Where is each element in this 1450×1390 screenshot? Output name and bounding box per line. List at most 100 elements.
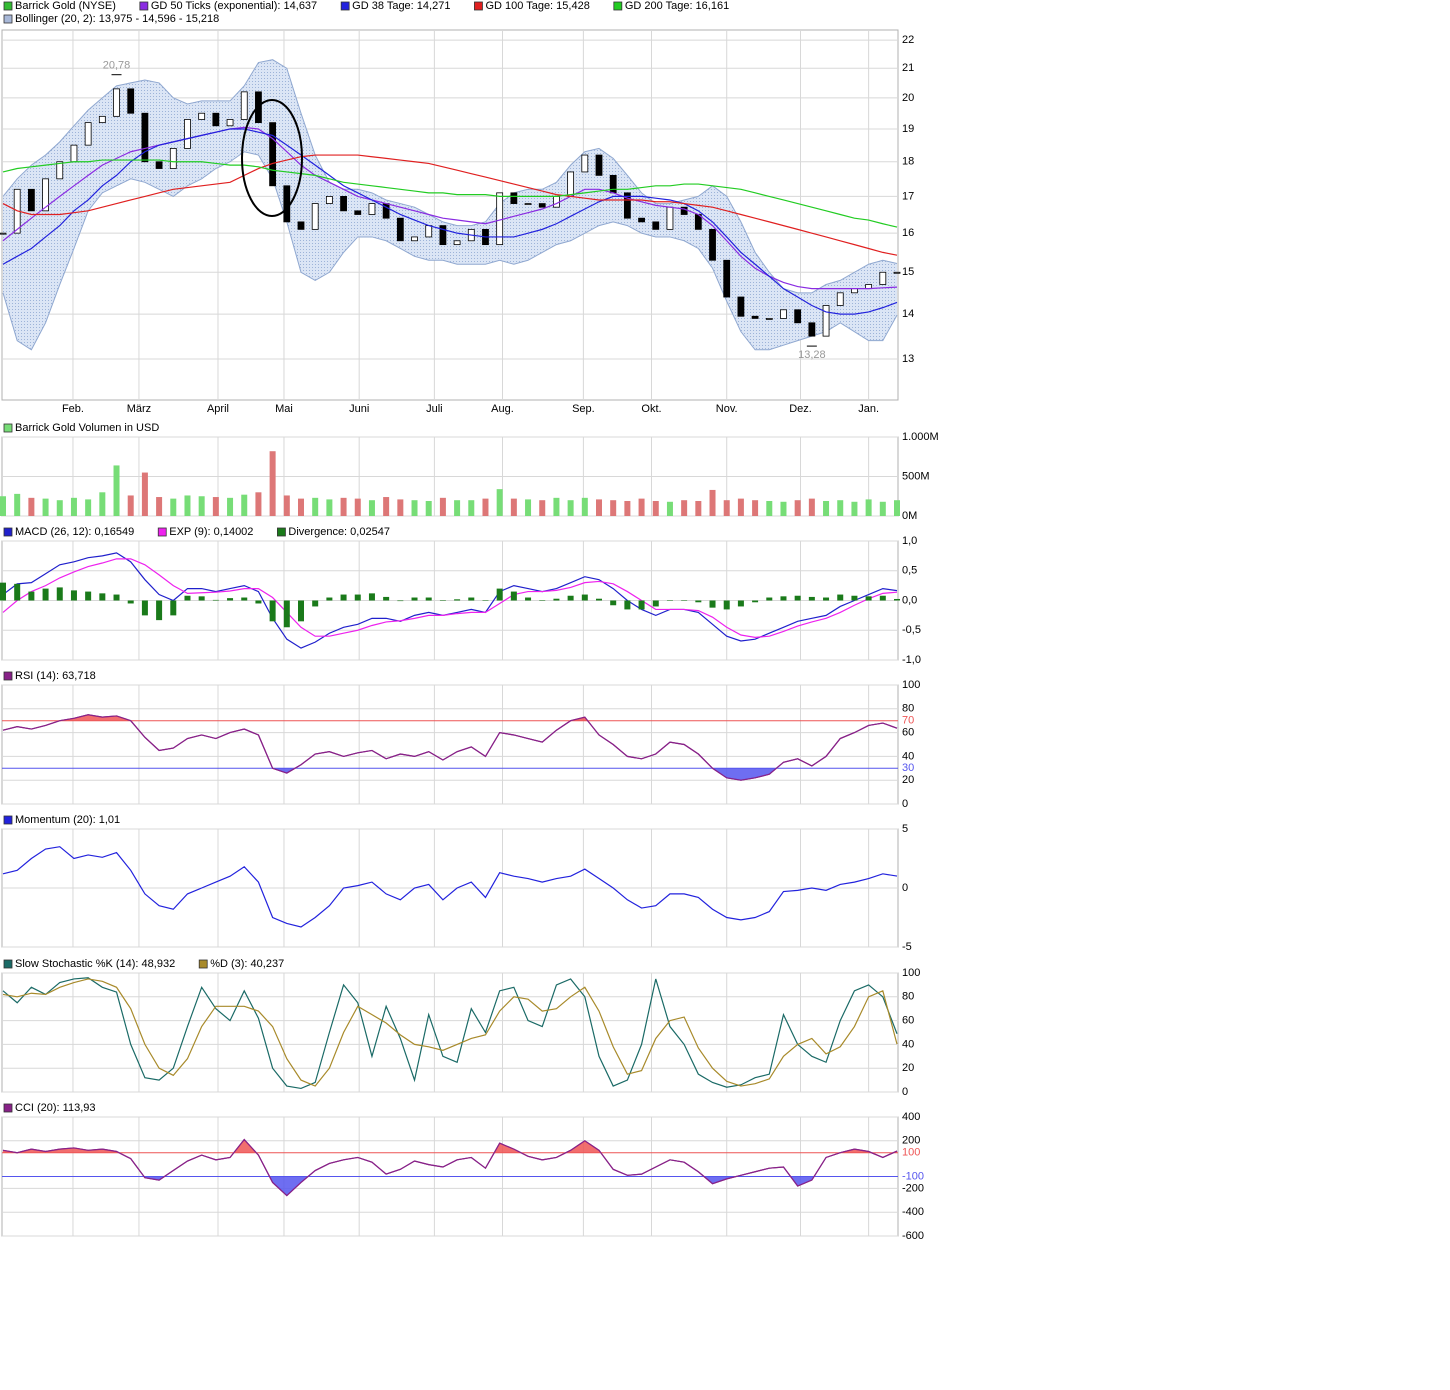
divergence-bar — [766, 597, 773, 601]
y-tick-label: 19 — [902, 123, 914, 135]
legend-label: GD 100 Tage: 15,428 — [485, 0, 589, 12]
candle-body — [396, 217, 404, 242]
divergence-bar — [681, 600, 688, 601]
candle-body — [638, 217, 645, 223]
divergence-bar — [99, 593, 106, 601]
x-tick-label: Juni — [349, 403, 369, 415]
reference-label: 100 — [902, 1147, 920, 1159]
x-tick-label: März — [127, 403, 151, 415]
divergence-bar — [737, 600, 744, 607]
volume-bar — [666, 501, 673, 516]
candle-body — [84, 122, 92, 146]
candle-body — [141, 112, 149, 163]
divergence-bar — [425, 597, 432, 601]
volume-bar — [326, 499, 333, 516]
y-tick-label: 0M — [902, 510, 917, 522]
x-tick-label: Dez. — [789, 403, 812, 415]
divergence-bar — [56, 587, 63, 601]
candle-body — [212, 112, 220, 127]
volume-bar — [127, 495, 134, 516]
volume-bar — [709, 489, 716, 516]
volume-bar — [383, 497, 390, 516]
divergence-bar — [397, 600, 404, 602]
volume-bar — [624, 500, 631, 516]
candle-body — [780, 309, 787, 319]
y-tick-label: -400 — [902, 1206, 924, 1218]
divergence-bar — [823, 597, 830, 601]
divergence-bar — [198, 596, 205, 601]
volume-bar — [113, 465, 120, 516]
volume-bar — [14, 493, 21, 516]
divergence-bar — [837, 594, 844, 601]
volume-bar — [596, 499, 602, 516]
divergence-bar — [326, 597, 333, 601]
bollinger-lower — [2, 151, 898, 351]
divergence-bar — [141, 600, 148, 616]
y-tick-label: 22 — [902, 34, 914, 46]
candle-body — [623, 192, 631, 219]
legend-label: Bollinger (20, 2): 13,975 - 14,596 - 15,… — [15, 13, 219, 25]
volume-bar — [723, 500, 730, 516]
candle-body — [368, 203, 376, 215]
legend-swatch — [3, 1, 13, 11]
divergence-bar — [596, 598, 602, 601]
y-tick-label: -0,5 — [902, 624, 921, 636]
candle-body — [70, 144, 78, 163]
divergence-bar — [28, 591, 35, 601]
volume-bar — [227, 497, 234, 516]
y-tick-label: 20 — [902, 92, 914, 104]
legend-label: Slow Stochastic %K (14): 48,932 — [15, 958, 175, 970]
volume-bar — [610, 500, 617, 516]
legend-label: EXP (9): 0,14002 — [169, 526, 253, 538]
legend-label: Momentum (20): 1,01 — [15, 814, 120, 826]
reference-label: -100 — [902, 1170, 924, 1182]
divergence-bar — [780, 596, 787, 601]
volume-bar — [837, 500, 844, 516]
candle-body — [609, 174, 617, 194]
candle-body — [198, 112, 206, 120]
legend-label: RSI (14): 63,718 — [15, 670, 96, 682]
y-tick-label: 60 — [902, 727, 914, 739]
volume-bar — [496, 489, 503, 516]
divergence-bar — [411, 597, 418, 601]
candle-body — [851, 288, 858, 294]
x-tick-label: Sep. — [572, 403, 595, 415]
divergence-bar — [638, 600, 645, 610]
y-tick-label: 16 — [902, 227, 914, 239]
divergence-bar — [808, 596, 815, 601]
y-tick-label: 0,0 — [902, 594, 917, 606]
volume-bar — [539, 500, 546, 516]
volume-bar — [851, 501, 858, 516]
candle-body — [340, 195, 347, 212]
y-tick-label: 60 — [902, 1015, 914, 1027]
series-line — [2, 128, 898, 315]
volume-bar — [269, 451, 276, 516]
candle-body — [595, 154, 603, 176]
divergence-bar — [894, 598, 900, 601]
candle-body — [113, 88, 120, 117]
divergence-bar — [666, 600, 673, 601]
volume-bar — [681, 500, 688, 516]
candle-body — [155, 161, 163, 169]
volume-bar — [42, 498, 49, 516]
divergence-bar — [354, 594, 361, 601]
candle-body — [836, 292, 844, 306]
volume-bar — [638, 498, 645, 516]
volume-bar — [283, 495, 290, 516]
candle-body — [680, 206, 688, 215]
legend-swatch — [157, 527, 167, 537]
y-tick-label: 100 — [902, 967, 920, 979]
legend-swatch — [3, 423, 13, 433]
y-tick-label: 200 — [902, 1135, 920, 1147]
x-tick-label: Feb. — [62, 403, 84, 415]
x-tick-label: April — [207, 403, 229, 415]
legend-swatch — [3, 671, 13, 681]
y-tick-label: 14 — [902, 308, 914, 320]
candle-body — [439, 225, 447, 246]
divergence-bar — [42, 588, 49, 601]
candle-body — [581, 154, 589, 173]
x-tick-label: Okt. — [641, 403, 661, 415]
candle-body — [56, 161, 64, 180]
candle-body — [0, 232, 7, 235]
legend-label: GD 50 Ticks (exponential): 14,637 — [151, 0, 317, 12]
